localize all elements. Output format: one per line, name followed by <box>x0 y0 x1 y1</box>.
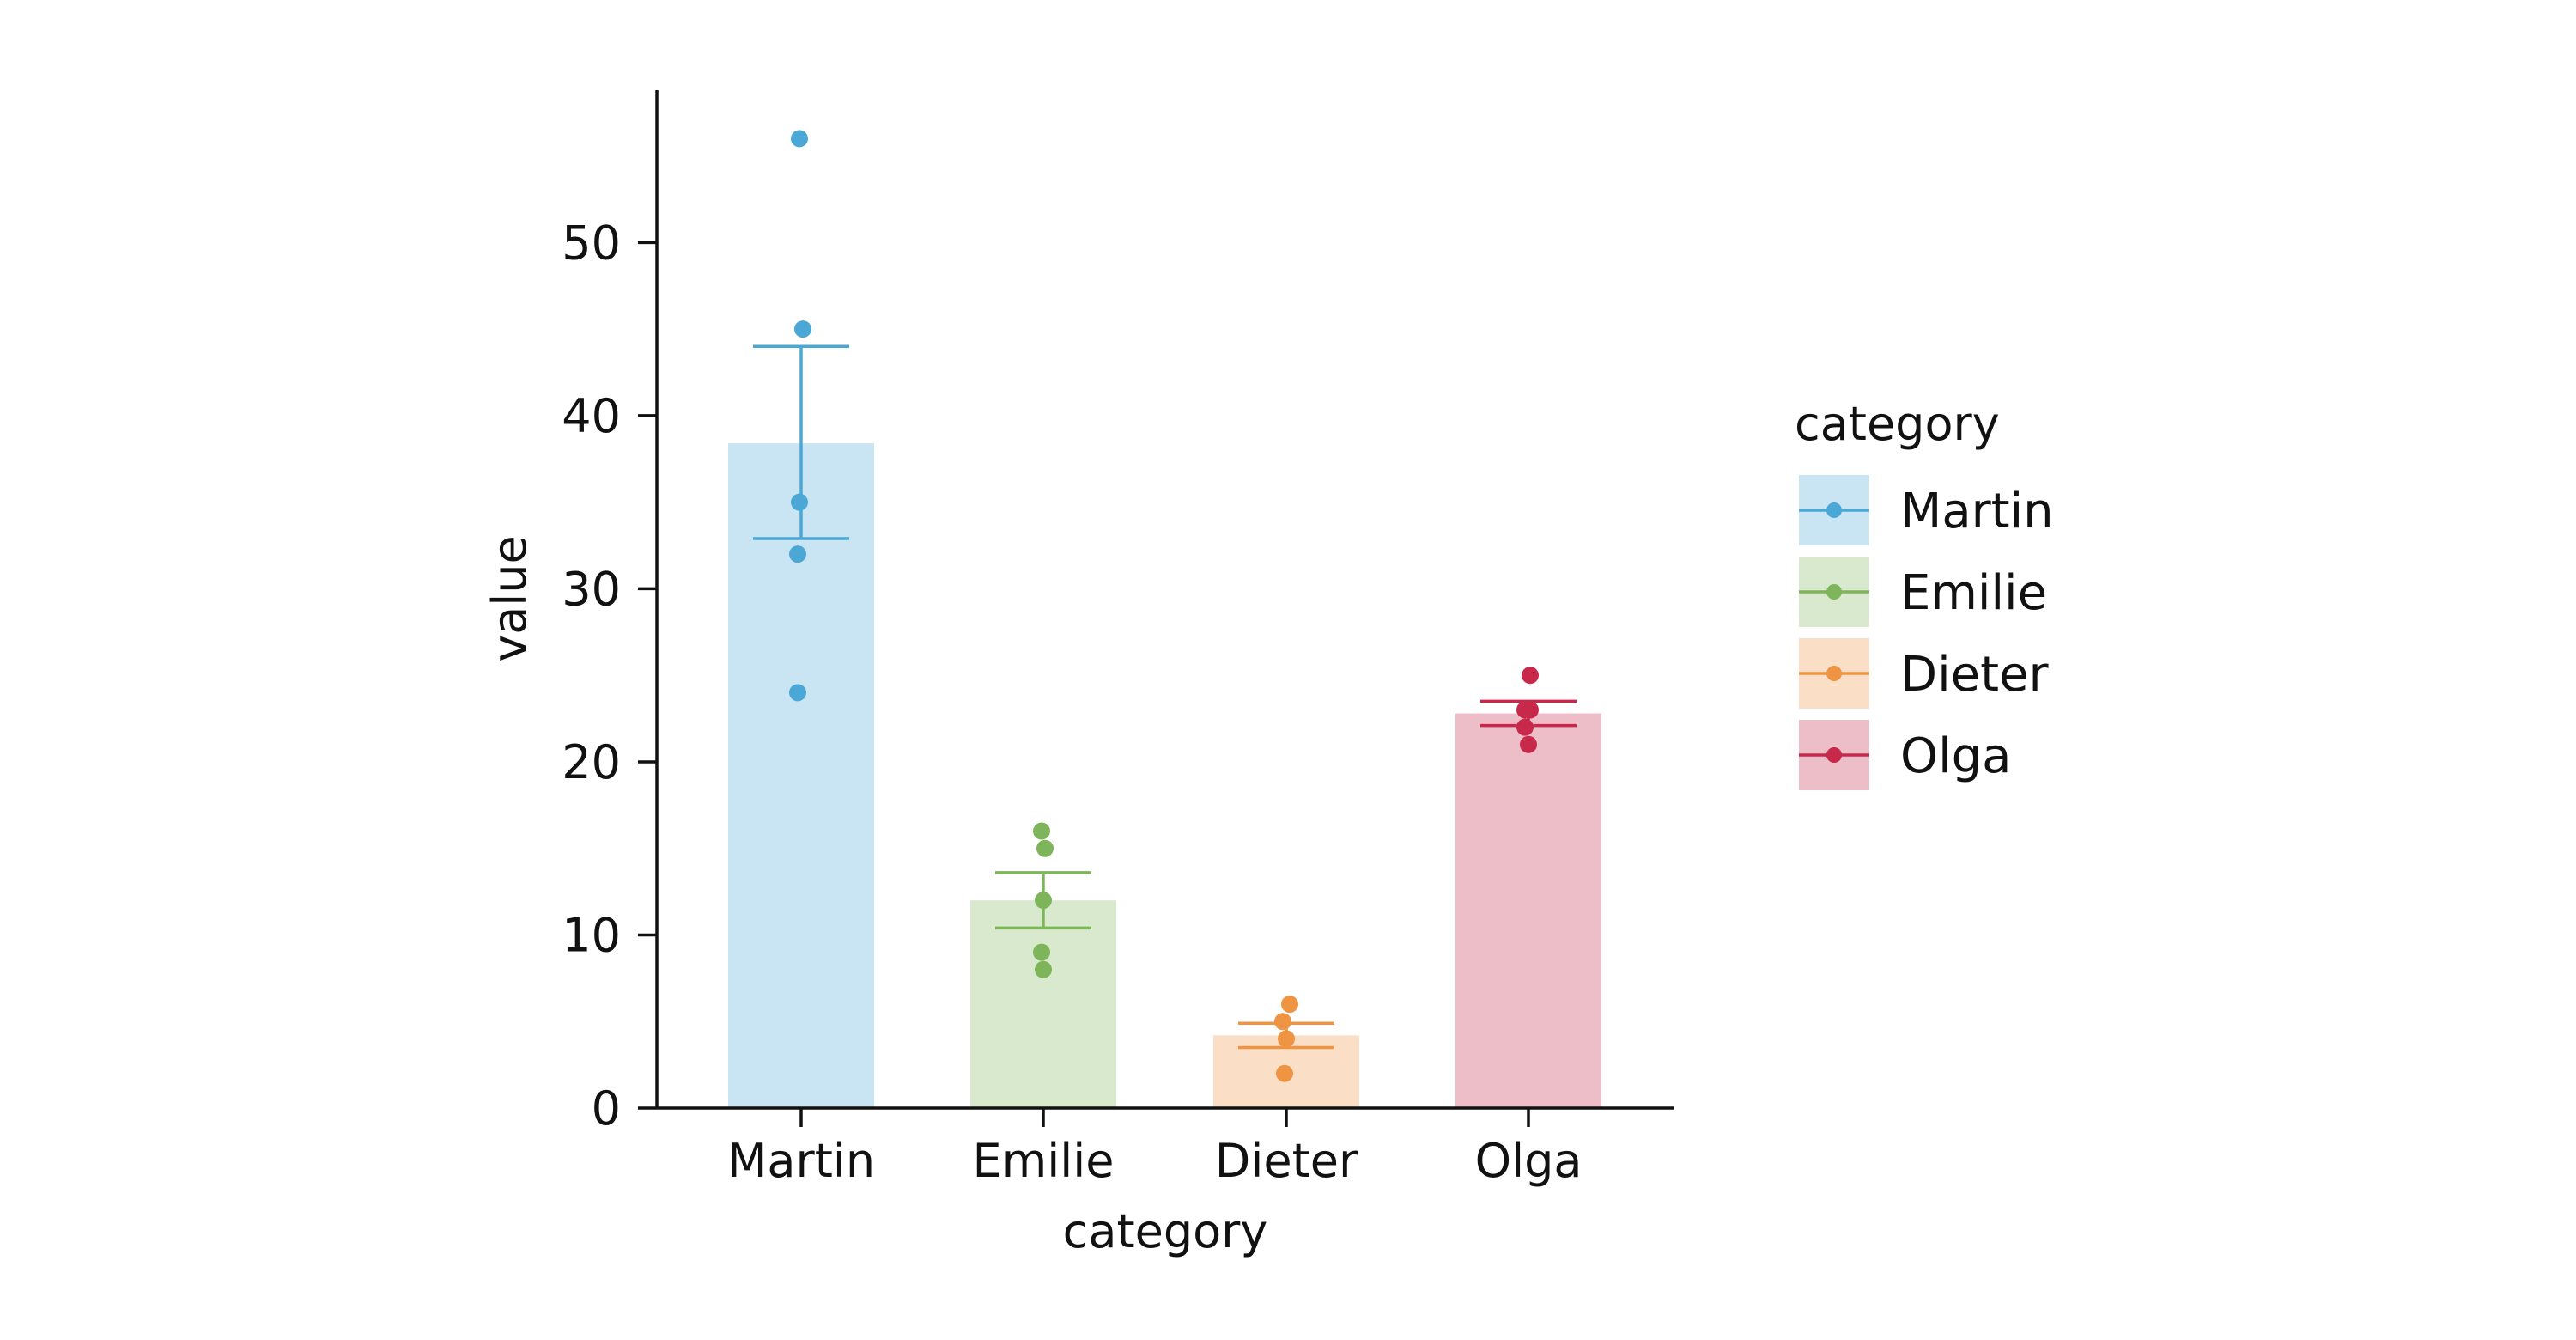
point-emilie <box>1035 960 1052 978</box>
point-martin <box>794 320 811 338</box>
legend-marker <box>1826 747 1842 763</box>
bars <box>728 443 1601 1108</box>
x-axis: Martin Emilie Dieter Olga <box>657 1106 1674 1188</box>
y-tick-label: 50 <box>562 216 621 270</box>
legend-item-olga: Olga <box>1799 720 2012 790</box>
point-martin <box>789 684 806 702</box>
point-martin <box>791 493 808 511</box>
point-emilie <box>1033 943 1050 961</box>
legend-marker <box>1826 584 1842 600</box>
y-tick-label: 40 <box>562 389 621 443</box>
y-axis-title: value <box>483 535 537 662</box>
x-tick-label: Martin <box>727 1134 875 1188</box>
y-tick-label: 10 <box>562 908 621 962</box>
plot-area <box>728 130 1601 1108</box>
point-emilie <box>1035 892 1052 910</box>
legend-label: Olga <box>1900 728 2012 784</box>
point-dieter <box>1276 1064 1293 1082</box>
legend-label: Emilie <box>1900 565 2047 621</box>
legend-item-martin: Martin <box>1799 475 2054 545</box>
point-olga <box>1520 735 1537 753</box>
point-emilie <box>1036 839 1054 857</box>
legend: category Martin Emilie Dieter Olga <box>1795 397 2054 790</box>
y-tick-label: 30 <box>562 562 621 616</box>
legend-item-emilie: Emilie <box>1799 557 2047 627</box>
error-bars <box>753 344 1577 1050</box>
legend-marker <box>1826 502 1842 518</box>
y-tick-label: 20 <box>562 735 621 789</box>
legend-items: Martin Emilie Dieter Olga <box>1799 475 2054 790</box>
y-axis: 0 10 20 30 40 50 <box>562 90 659 1136</box>
bar-martin <box>728 443 874 1108</box>
data-points <box>789 130 1539 1082</box>
x-tick-label: Emilie <box>973 1134 1115 1188</box>
point-olga <box>1522 701 1539 719</box>
point-emilie <box>1033 822 1050 840</box>
legend-marker <box>1826 666 1842 681</box>
x-axis-title: category <box>1063 1204 1268 1258</box>
legend-label: Dieter <box>1900 647 2050 703</box>
point-martin <box>789 545 806 563</box>
bar-emilie <box>970 900 1116 1108</box>
point-dieter <box>1281 996 1298 1014</box>
point-olga <box>1516 718 1534 736</box>
bar-olga <box>1455 713 1601 1108</box>
point-dieter <box>1278 1030 1295 1048</box>
y-tick-label: 0 <box>592 1081 621 1136</box>
legend-label: Martin <box>1900 484 2054 539</box>
legend-item-dieter: Dieter <box>1799 638 2050 709</box>
legend-title: category <box>1795 397 2000 451</box>
x-tick-label: Olga <box>1475 1134 1583 1188</box>
point-martin <box>791 130 808 148</box>
point-olga <box>1522 667 1539 685</box>
point-dieter <box>1274 1013 1291 1031</box>
x-tick-label: Dieter <box>1215 1134 1358 1188</box>
